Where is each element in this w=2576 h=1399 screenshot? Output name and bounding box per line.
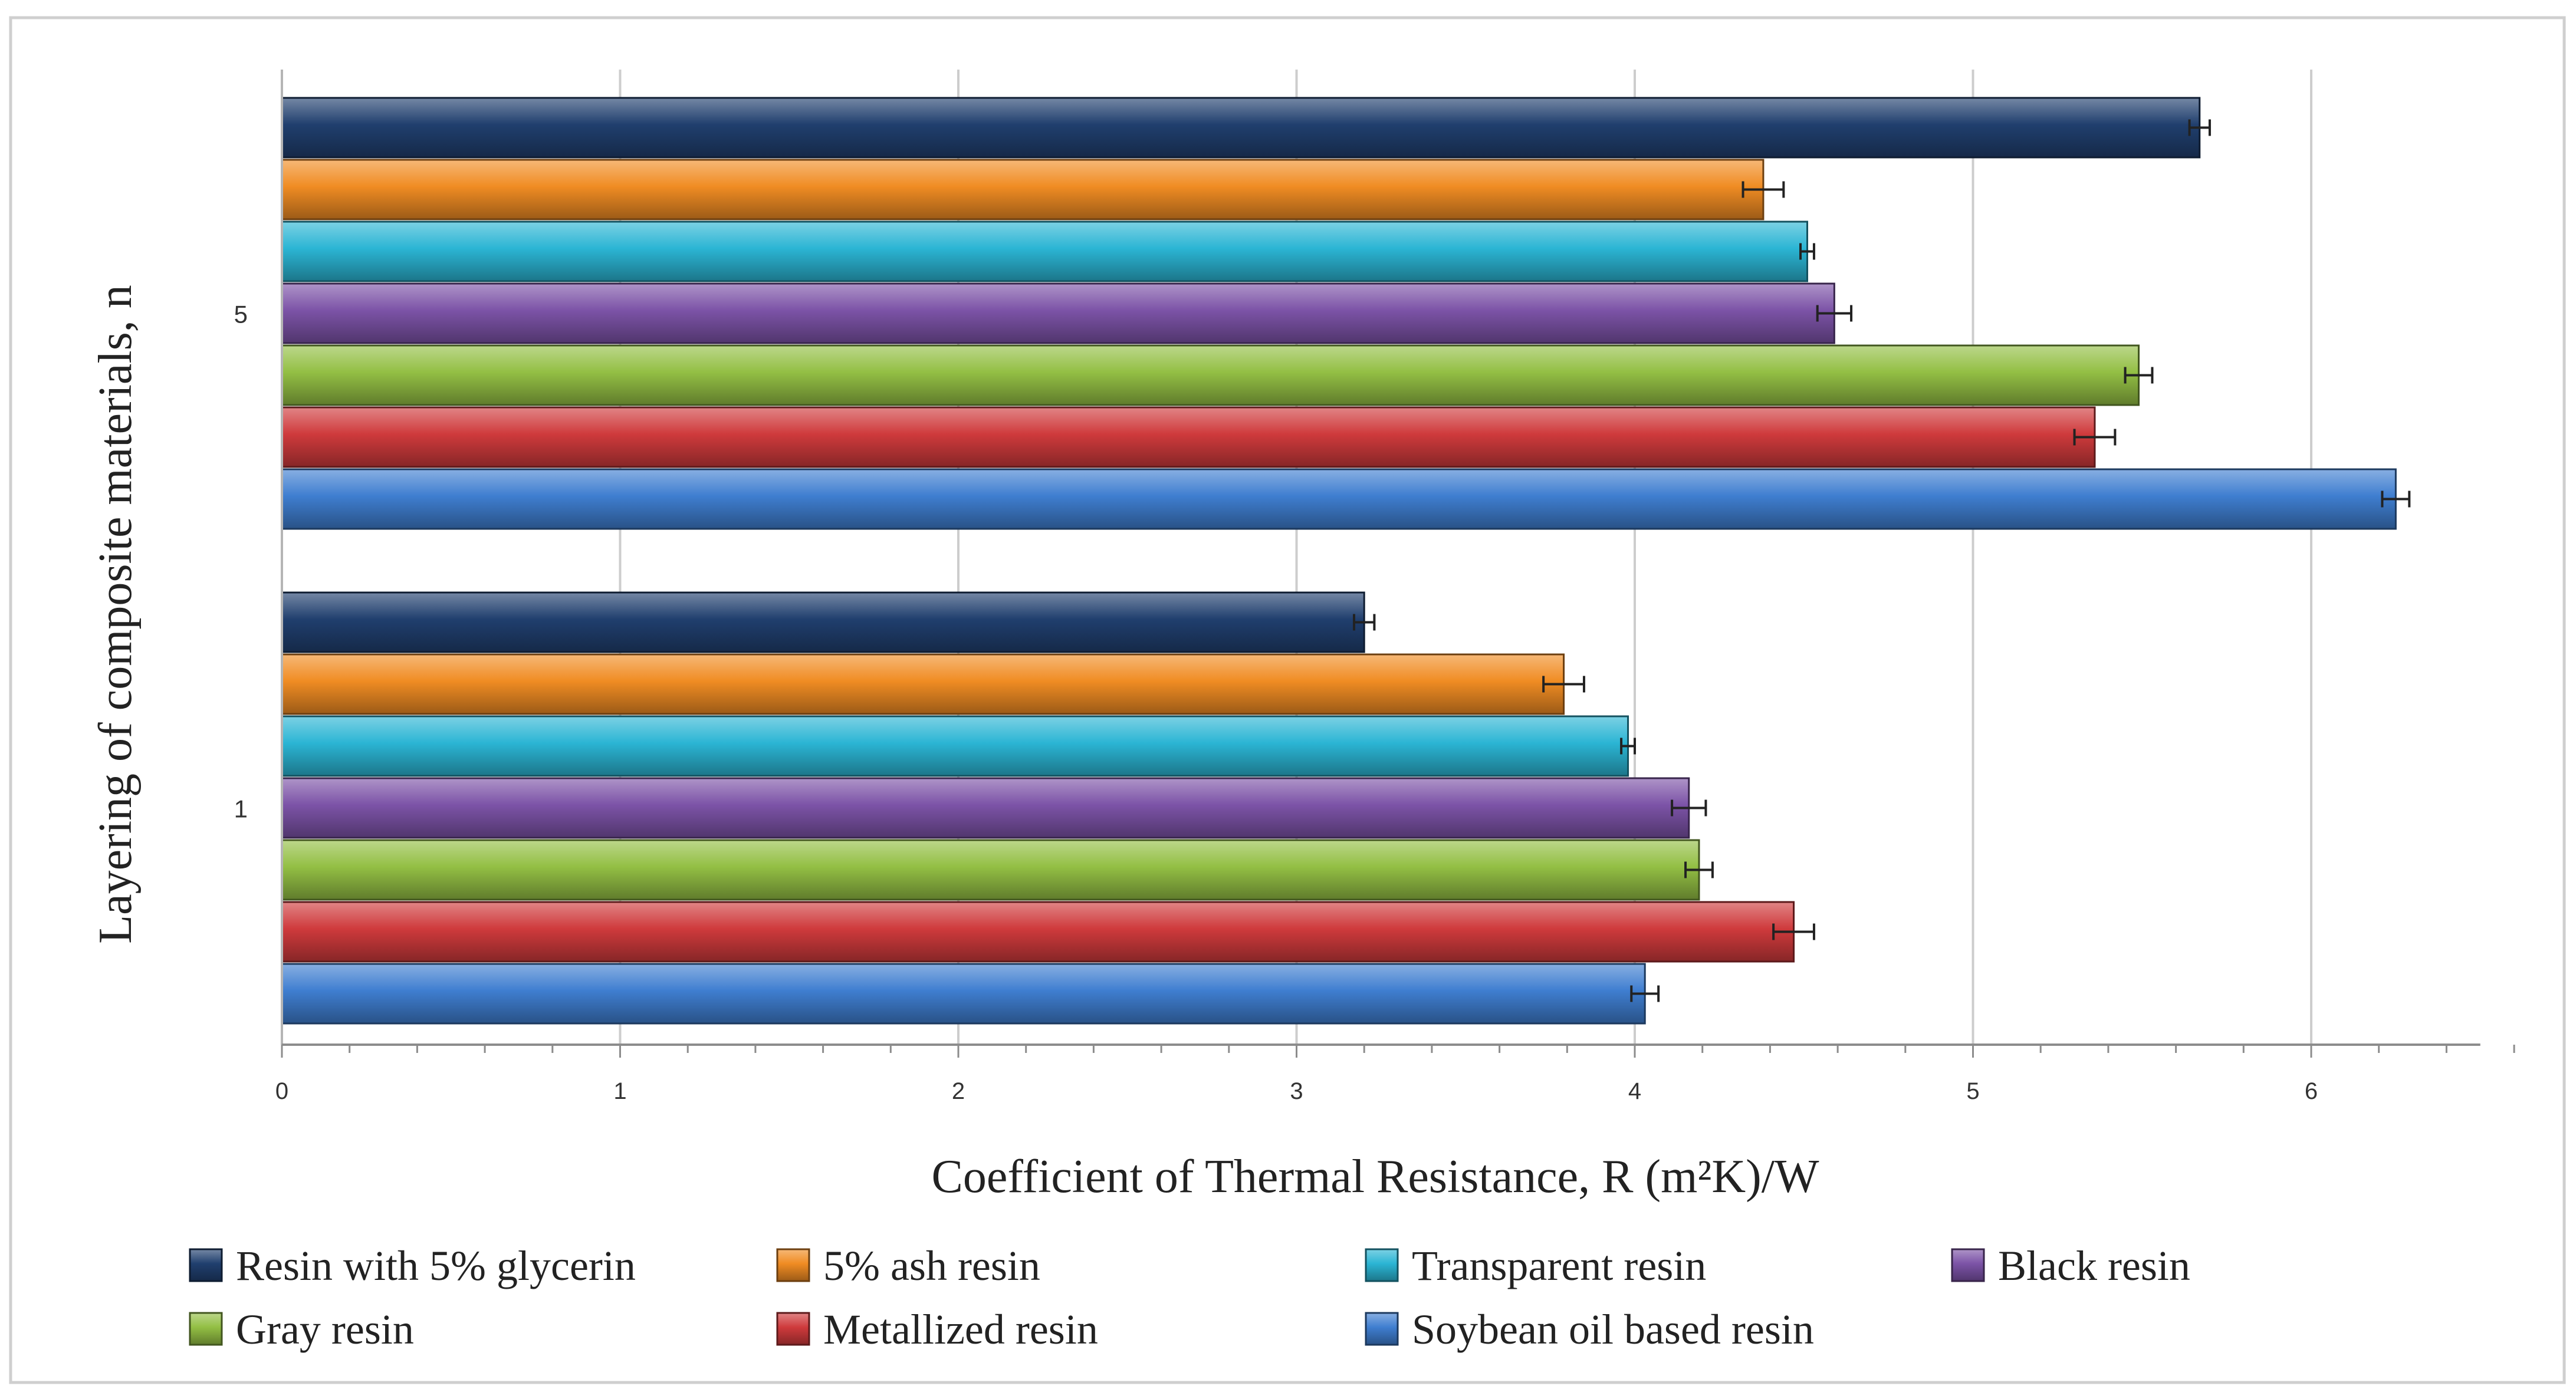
legend-swatch (1365, 1248, 1399, 1282)
x-tick-label: 6 (2305, 1078, 2318, 1104)
error-bar (1542, 676, 1585, 693)
error-bar (2188, 119, 2211, 136)
legend-label: 5% ash resin (823, 1242, 1040, 1289)
bar-resin-with-5-glycerin-n5 (281, 97, 2201, 159)
bar-metallized-resin-n5 (281, 406, 2096, 468)
x-axis-label: Coefficient of Thermal Resistance, R (m²… (931, 1151, 1819, 1203)
bar-black-resin-n5 (281, 282, 1835, 344)
legend-swatch (1365, 1312, 1399, 1346)
legend-label: Resin with 5% glycerin (236, 1242, 636, 1289)
legend-swatch (776, 1312, 810, 1346)
bar-transparent-resin-n5 (281, 220, 1808, 282)
bar-transparent-resin-n1 (281, 715, 1629, 777)
error-bar (1630, 985, 1660, 1002)
error-bar (1620, 738, 1636, 755)
error-bar (1671, 799, 1707, 817)
legend-label: Soybean oil based resin (1412, 1306, 1814, 1353)
bar-black-resin-n1 (281, 777, 1690, 839)
bar-soybean-oil-based-resin-n5 (281, 468, 2397, 530)
legend-label: Transparent resin (1412, 1242, 1706, 1289)
bar-5-ash-resin-n1 (281, 653, 1565, 715)
legend-swatch (1951, 1248, 1985, 1282)
legend-swatch (189, 1312, 223, 1346)
bar-soybean-oil-based-resin-n1 (281, 963, 1646, 1025)
legend-label: Black resin (1998, 1242, 2190, 1289)
y-axis-label: Layering of composite materials, n (90, 285, 142, 943)
bar-gray-resin-n1 (281, 839, 1700, 901)
error-bar (2073, 429, 2117, 446)
x-tick-label: 2 (952, 1078, 965, 1104)
legend-swatch (776, 1248, 810, 1282)
y-category-label: 5 (234, 301, 248, 328)
x-tick-label: 5 (1966, 1078, 1979, 1104)
legend-label: Metallized resin (823, 1306, 1098, 1353)
legend: Resin with 5% glycerin 5% ash resin Transp… (189, 1242, 2190, 1353)
x-tick-label: 1 (613, 1078, 626, 1104)
y-axis-category-labels: 15 (234, 301, 248, 823)
bars (281, 97, 2411, 1025)
error-bar (1684, 861, 1714, 878)
x-axis: 0 1 2 3 4 5 6 (275, 70, 2515, 1104)
bar-metallized-resin-n1 (281, 901, 1795, 963)
x-tick-label: 4 (1628, 1078, 1641, 1104)
bar-5-ash-resin-n5 (281, 159, 1765, 220)
error-bar (2124, 367, 2154, 384)
x-tick-label: 3 (1290, 1078, 1303, 1104)
error-bar (2381, 491, 2411, 508)
error-bar (1816, 305, 1853, 322)
error-bar (1799, 243, 1815, 260)
error-bar (1742, 181, 1785, 198)
y-category-label: 1 (234, 795, 248, 823)
bar-resin-with-5-glycerin-n1 (281, 591, 1365, 653)
x-tick-label: 0 (275, 1078, 288, 1104)
error-bar (1352, 614, 1376, 631)
legend-label: Gray resin (236, 1306, 414, 1353)
error-bar (1772, 923, 1815, 940)
legend-swatch (189, 1248, 223, 1282)
bar-gray-resin-n5 (281, 344, 2140, 406)
